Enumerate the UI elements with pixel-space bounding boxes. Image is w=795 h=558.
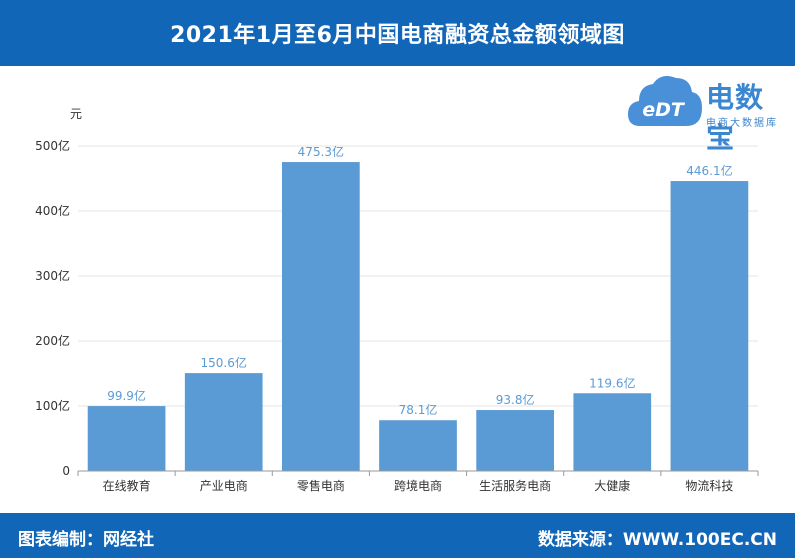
- bar-data-label: 446.1亿: [686, 163, 732, 178]
- x-tick-label: 在线教育: [103, 478, 151, 493]
- bar-data-label: 93.8亿: [496, 392, 535, 407]
- bar: [476, 410, 554, 471]
- x-tick-label: 物流科技: [685, 479, 733, 493]
- bar: [670, 181, 749, 471]
- y-tick-label: 400亿: [35, 203, 70, 218]
- bar: [282, 162, 360, 471]
- x-tick-label: 零售电商: [297, 478, 345, 493]
- bar-data-label: 99.9亿: [107, 388, 146, 403]
- y-tick-label: 100亿: [35, 398, 70, 413]
- bar: [87, 406, 166, 471]
- bar-data-label: 78.1亿: [399, 402, 438, 417]
- y-tick-label: 500亿: [35, 138, 70, 153]
- chart-footer: 图表编制：网经社 数据来源：WWW.100EC.CN: [0, 513, 795, 558]
- footer-source: 数据来源：WWW.100EC.CN: [537, 530, 777, 550]
- cloud-logo-icon: eDT: [628, 76, 702, 126]
- bar-data-label: 119.6亿: [589, 375, 635, 390]
- bar-data-label: 475.3亿: [298, 144, 344, 159]
- y-axis-unit-label: 元: [70, 107, 83, 121]
- bar-data-label: 150.6亿: [201, 355, 247, 370]
- bar: [184, 373, 263, 471]
- bar: [573, 393, 652, 471]
- chart-title: 2021年1月至6月中国电商融资总金额领域图: [170, 23, 625, 48]
- y-tick-label: 0: [62, 464, 70, 478]
- y-tick-label: 200亿: [35, 333, 70, 348]
- x-tick-label: 大健康: [594, 478, 630, 493]
- footer-editor: 图表编制：网经社: [18, 530, 154, 550]
- y-tick-label: 300亿: [35, 268, 70, 283]
- logo-badge-text: eDT: [642, 99, 686, 121]
- chart-header: 2021年1月至6月中国电商融资总金额领域图: [0, 0, 795, 66]
- logo-name: 电数宝: [706, 81, 765, 154]
- x-tick-label: 产业电商: [200, 478, 248, 493]
- x-tick-label: 生活服务电商: [479, 478, 551, 493]
- logo-subtitle: 电商大数据库: [706, 118, 778, 129]
- logo: eDT 电数宝 电商大数据库: [626, 70, 791, 154]
- x-tick-label: 跨境电商: [394, 478, 442, 493]
- bar: [379, 420, 457, 471]
